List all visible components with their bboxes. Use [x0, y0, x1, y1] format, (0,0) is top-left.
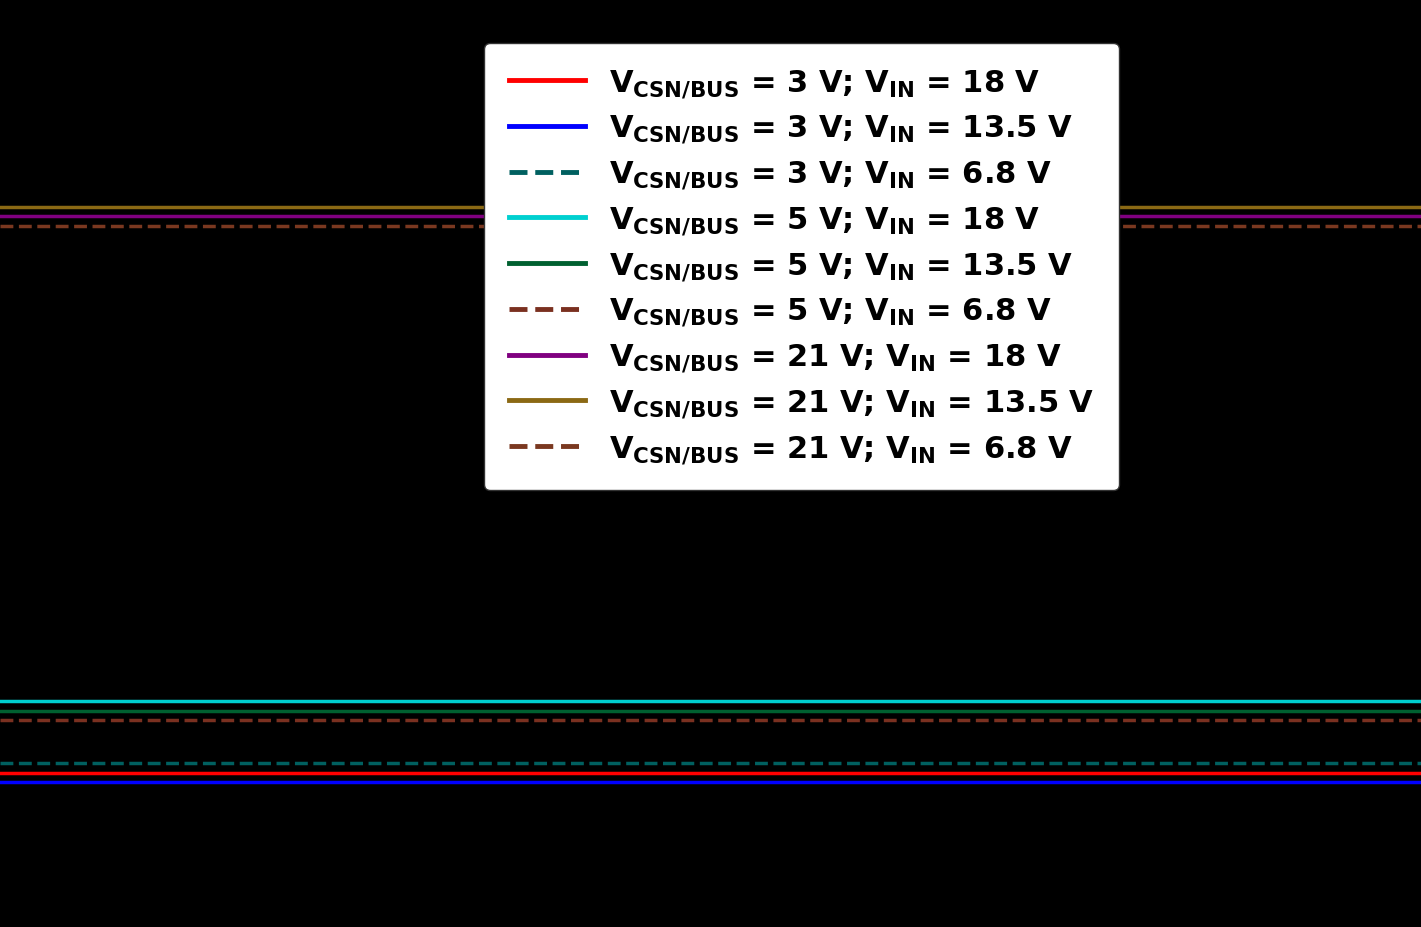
Legend: $\mathregular{V_{CSN/BUS}}$ = 3 V; $\mathregular{V_{IN}}$ = 18 V, $\mathregular{: $\mathregular{V_{CSN/BUS}}$ = 3 V; $\mat… — [485, 43, 1120, 490]
